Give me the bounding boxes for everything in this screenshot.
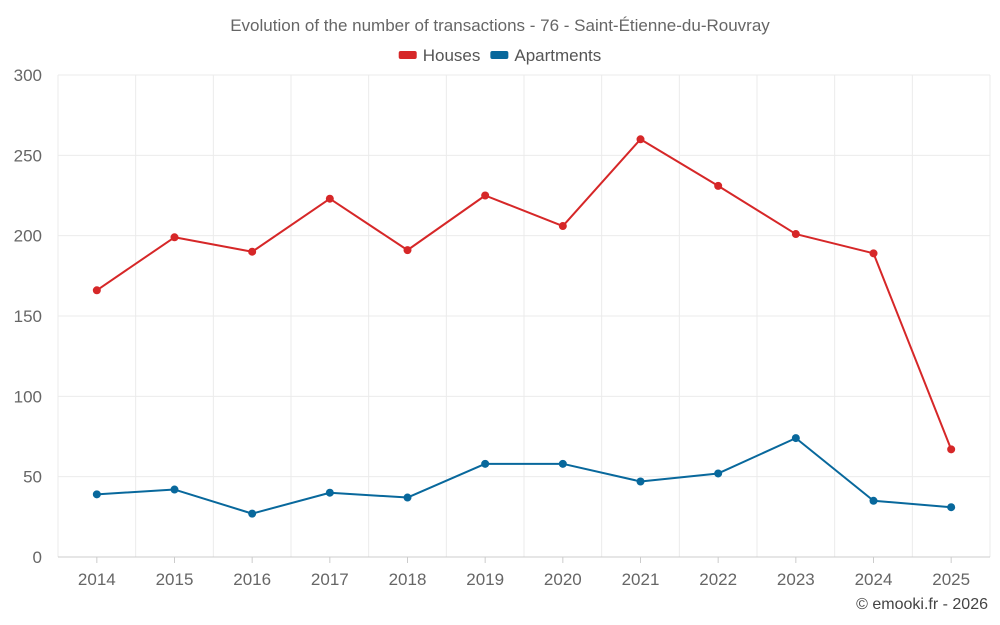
x-tick-label: 2025 bbox=[932, 570, 970, 589]
data-point[interactable] bbox=[248, 247, 257, 256]
y-tick-label: 250 bbox=[14, 146, 42, 165]
x-tick-label: 2022 bbox=[699, 570, 737, 589]
data-point[interactable] bbox=[170, 485, 179, 494]
series-houses bbox=[92, 135, 956, 454]
y-tick-label: 50 bbox=[23, 468, 42, 487]
x-tick-label: 2020 bbox=[544, 570, 582, 589]
legend-swatch bbox=[398, 51, 417, 59]
data-point[interactable] bbox=[170, 233, 179, 242]
data-point[interactable] bbox=[403, 493, 412, 502]
x-tick-label: 2015 bbox=[156, 570, 194, 589]
grid bbox=[57, 74, 991, 557]
data-point[interactable] bbox=[403, 246, 412, 255]
data-point[interactable] bbox=[558, 459, 567, 468]
data-point[interactable] bbox=[481, 191, 490, 200]
data-point[interactable] bbox=[714, 181, 723, 190]
y-tick-label: 100 bbox=[14, 387, 42, 406]
chart-title: Evolution of the number of transactions … bbox=[230, 16, 770, 35]
y-tick-label: 0 bbox=[33, 548, 42, 567]
data-point[interactable] bbox=[636, 135, 645, 144]
series-line-apartments bbox=[96, 437, 952, 515]
data-point[interactable] bbox=[791, 434, 800, 443]
x-tick-label: 2019 bbox=[466, 570, 504, 589]
x-tick-label: 2023 bbox=[777, 570, 815, 589]
legend-label: Houses bbox=[423, 46, 481, 65]
x-tick-label: 2014 bbox=[78, 570, 116, 589]
data-point[interactable] bbox=[947, 503, 956, 512]
data-point[interactable] bbox=[481, 459, 490, 468]
series-line-houses bbox=[96, 138, 953, 450]
data-point[interactable] bbox=[869, 249, 878, 258]
data-point[interactable] bbox=[92, 490, 101, 499]
legend-item-houses[interactable]: Houses bbox=[398, 46, 481, 65]
y-tick-label: 150 bbox=[14, 307, 42, 326]
data-point[interactable] bbox=[248, 509, 257, 518]
data-point[interactable] bbox=[92, 286, 101, 295]
x-tick-label: 2024 bbox=[855, 570, 893, 589]
series-layer bbox=[92, 135, 956, 518]
legend-swatch bbox=[490, 51, 509, 59]
data-point[interactable] bbox=[714, 469, 723, 478]
legend-label: Apartments bbox=[514, 46, 601, 65]
axes: 0 50 100 150 200 250 300 2014 2015 2016 2017 2018 20… bbox=[14, 66, 990, 589]
x-tick-label: 2018 bbox=[389, 570, 427, 589]
x-tick-label: 2016 bbox=[233, 570, 271, 589]
legend[interactable]: Houses Apartments bbox=[398, 46, 602, 65]
credit-text: © emooki.fr - 2026 bbox=[856, 596, 988, 613]
data-point[interactable] bbox=[558, 222, 567, 231]
x-tick-label: 2021 bbox=[622, 570, 660, 589]
data-point[interactable] bbox=[869, 496, 878, 505]
series-apartments bbox=[92, 434, 956, 518]
legend-item-apartments[interactable]: Apartments bbox=[490, 46, 601, 65]
data-point[interactable] bbox=[636, 477, 645, 486]
data-point[interactable] bbox=[947, 445, 956, 454]
data-point[interactable] bbox=[791, 230, 800, 239]
y-tick-label: 300 bbox=[14, 66, 42, 85]
y-tick-label: 200 bbox=[14, 227, 42, 246]
x-tick-label: 2017 bbox=[311, 570, 349, 589]
data-point[interactable] bbox=[325, 194, 334, 203]
data-point[interactable] bbox=[325, 488, 334, 497]
